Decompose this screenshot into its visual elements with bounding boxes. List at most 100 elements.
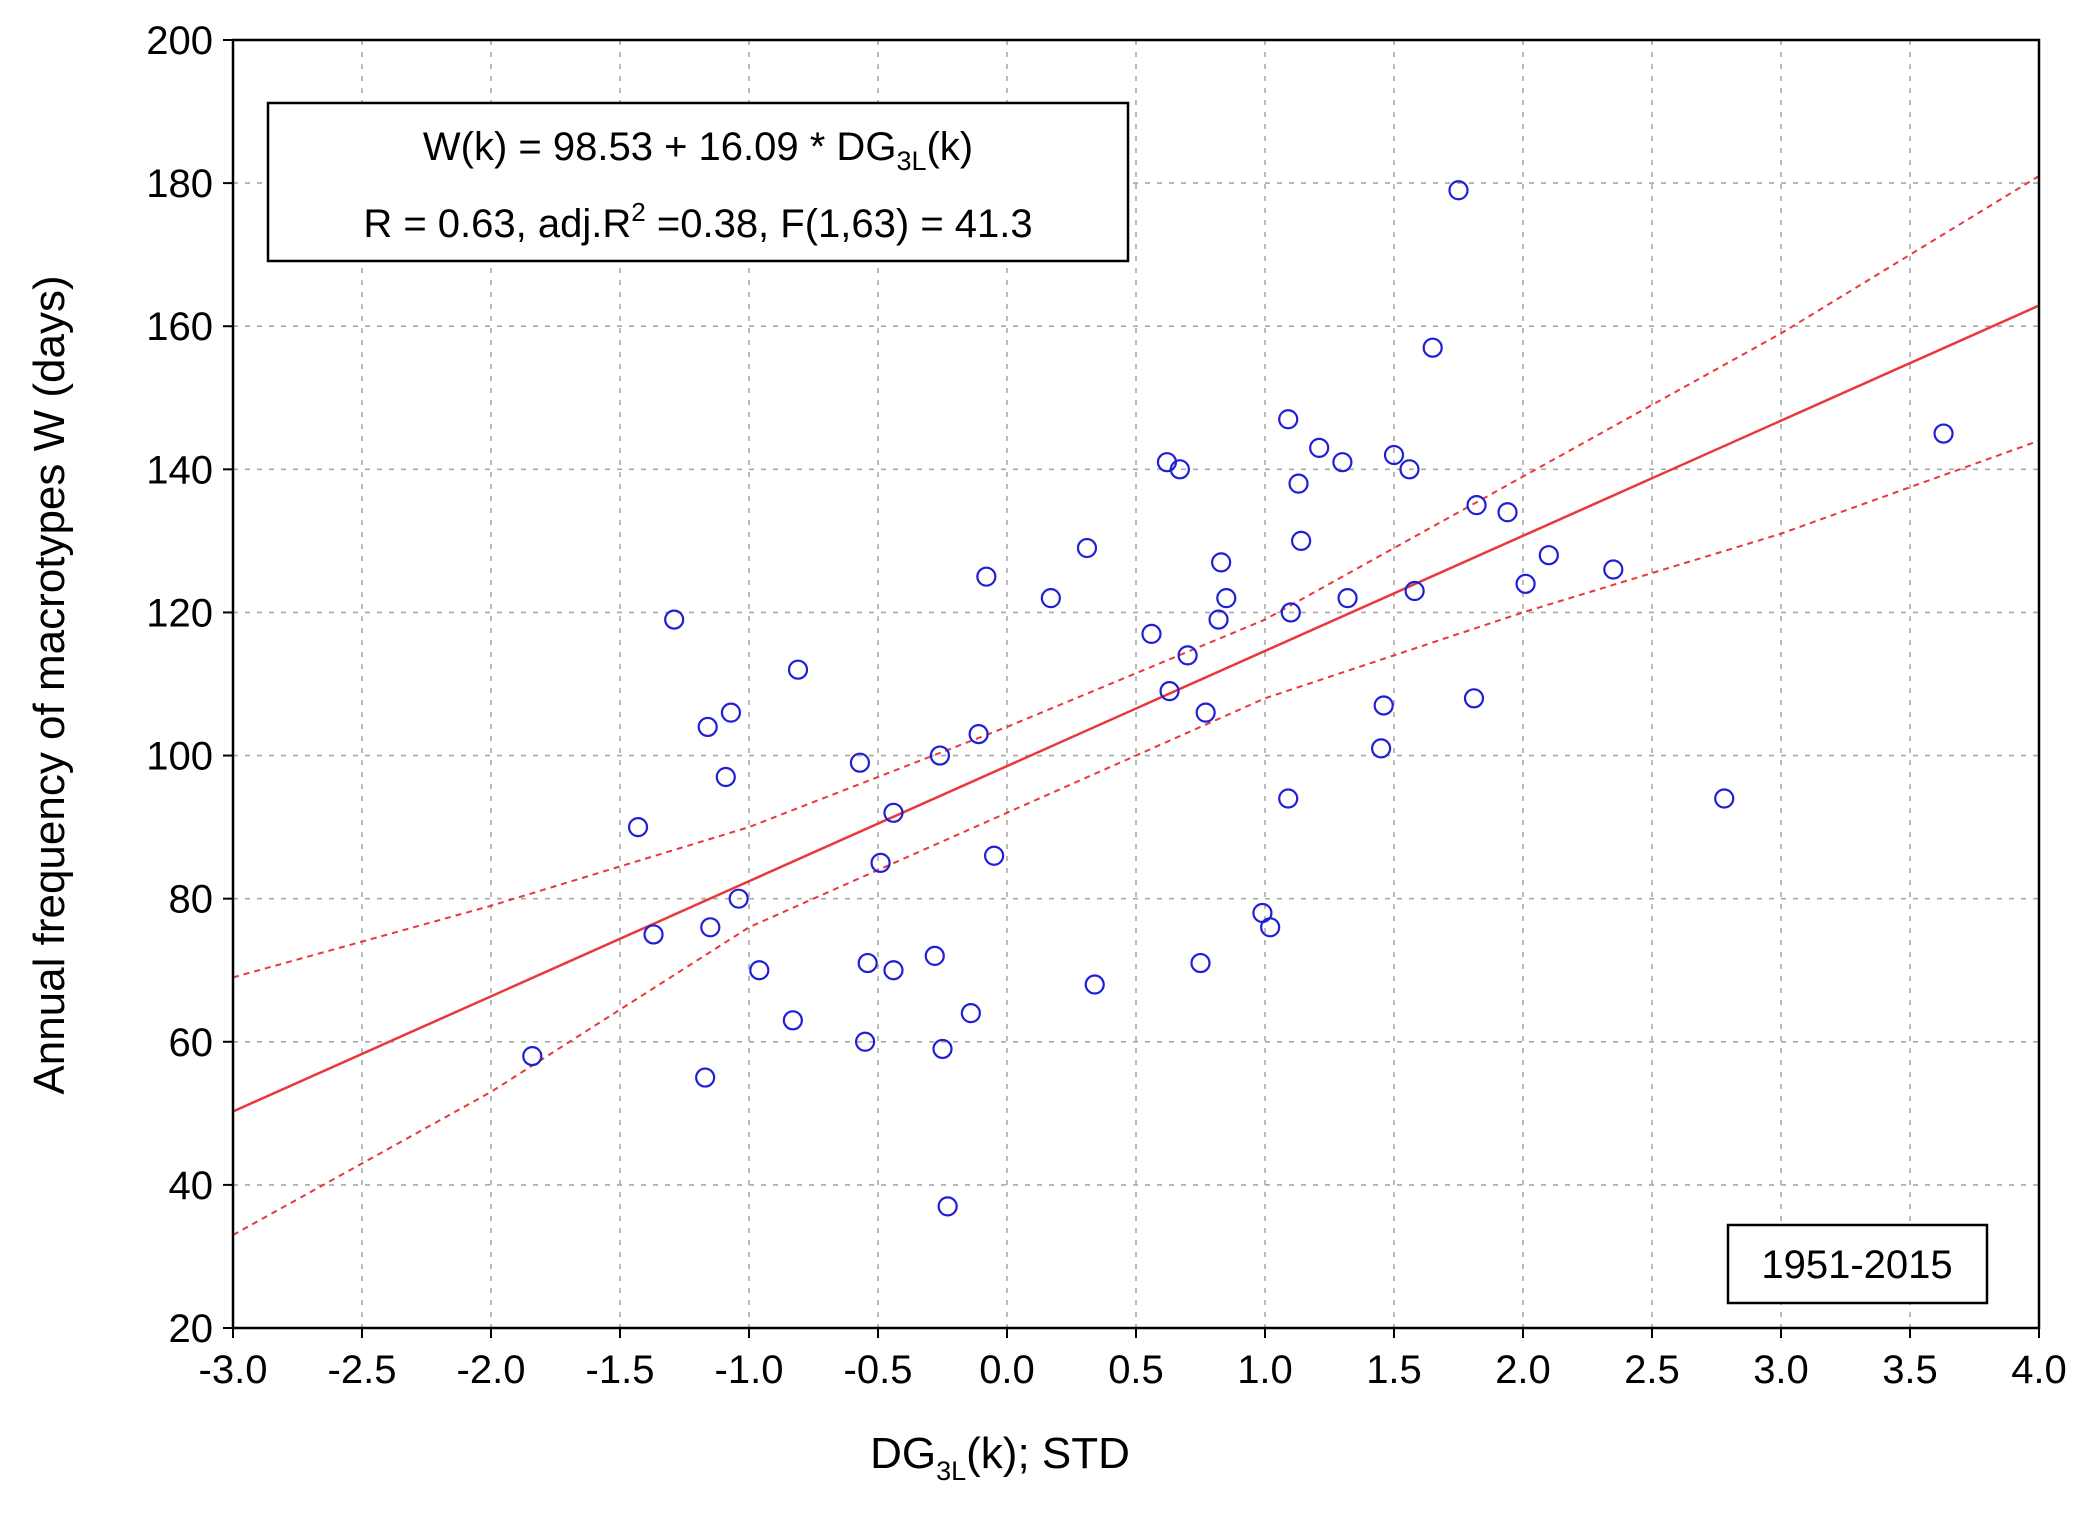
x-tick-label: 0.0 (979, 1348, 1035, 1392)
data-point (857, 952, 878, 974)
stats-part1: R = 0.63, adj.R (363, 202, 631, 246)
data-point (715, 766, 736, 788)
x-tick-label: 4.0 (2011, 1348, 2067, 1392)
data-point (883, 960, 904, 981)
data-point (749, 960, 770, 981)
data-point (1288, 473, 1309, 494)
data-point (1603, 559, 1624, 580)
x-tick-label: 1.0 (1237, 1348, 1293, 1392)
y-axis-title: Annual frequency of macrotypes W (days) (25, 275, 74, 1094)
y-tick-label: 40 (169, 1164, 214, 1208)
x-tick-label: -1.5 (586, 1348, 655, 1392)
data-point (983, 845, 1005, 866)
data-point (1337, 588, 1358, 609)
confidence-upper (232, 175, 2040, 979)
x-tick-label: 1.5 (1366, 1348, 1422, 1392)
y-tick-label: 140 (146, 448, 213, 492)
data-point (1177, 645, 1198, 666)
y-tick-label: 160 (146, 305, 213, 349)
x-tick-label: -2.5 (328, 1348, 397, 1392)
x-tick-label: 3.0 (1753, 1348, 1809, 1392)
data-point (1933, 423, 1954, 444)
equation-sub: 3L (896, 146, 926, 176)
regression-line-group (232, 304, 2040, 1113)
data-point (1332, 452, 1353, 473)
stats-text: R = 0.63, adj.R2 =0.38, F(1,63) = 41.3 (363, 197, 1032, 246)
data-point (728, 888, 749, 909)
data-point (664, 609, 685, 630)
x-axis-title: DG3L(k); STD (870, 1429, 1130, 1486)
x-axis-ticks: -3.0 -2.5 -2.0 -1.5 -1.0 -0.5 0.0 0.5 1.0 1.5 2.0 2… (199, 1328, 2067, 1392)
period-box: 1951-2015 (1726, 1223, 1989, 1305)
data-point (1373, 695, 1394, 716)
equation-box: W(k) = 98.53 + 16.09 * DG3L(k) R = 0.63,… (266, 101, 1130, 263)
data-point (1463, 688, 1485, 709)
data-point (695, 1067, 716, 1088)
regression-line (232, 304, 2040, 1113)
stats-sup: 2 (631, 197, 645, 227)
data-point (883, 802, 904, 823)
y-tick-label: 120 (146, 591, 213, 635)
data-point (870, 852, 891, 873)
data-point (937, 1196, 958, 1217)
data-point (1497, 502, 1518, 523)
x-axis-title-sub: 3L (936, 1456, 966, 1486)
x-tick-label: 2.5 (1624, 1348, 1680, 1392)
y-tick-label: 60 (169, 1021, 214, 1065)
period-box-frame (1726, 1223, 1989, 1305)
equation-text: W(k) = 98.53 + 16.09 * DG3L(k) (423, 125, 973, 176)
data-point (854, 1031, 876, 1052)
x-tick-label: -0.5 (844, 1348, 913, 1392)
data-point (782, 1010, 803, 1031)
x-tick-label: -2.0 (457, 1348, 526, 1392)
data-point (1309, 437, 1330, 458)
x-tick-label: 0.5 (1108, 1348, 1164, 1392)
data-point (1538, 545, 1559, 566)
y-tick-label: 80 (169, 878, 214, 922)
data-point (787, 659, 809, 680)
x-tick-label: -1.0 (715, 1348, 784, 1392)
data-point (1195, 702, 1216, 723)
x-tick-label: 2.0 (1495, 1348, 1551, 1392)
x-axis-title-main: DG (870, 1429, 936, 1478)
y-tick-label: 200 (146, 19, 213, 63)
data-point (976, 566, 997, 587)
data-point (1291, 530, 1312, 551)
data-point (1141, 623, 1162, 645)
data-point (1260, 917, 1281, 938)
data-point (1280, 602, 1301, 623)
data-point (627, 817, 649, 838)
data-point (849, 752, 871, 773)
data-point (1040, 588, 1061, 609)
stats-part2: =0.38, F(1,63) = 41.3 (646, 202, 1033, 246)
y-axis-ticks: 20 40 60 80 100 120 140 160 180 200 (146, 19, 233, 1351)
x-axis-title-rest: (k); STD (966, 1429, 1130, 1478)
data-point (1278, 788, 1299, 809)
data-point (522, 1045, 543, 1067)
data-point (1211, 552, 1232, 573)
data-point (1159, 681, 1180, 702)
data-point (1169, 459, 1190, 480)
data-point (697, 716, 718, 738)
data-point (700, 917, 721, 938)
data-point (924, 945, 945, 967)
y-tick-label: 180 (146, 162, 213, 206)
y-tick-label: 20 (169, 1307, 214, 1351)
data-point (929, 745, 951, 766)
data-point (968, 723, 989, 745)
data-point (720, 702, 742, 723)
data-point (1714, 788, 1735, 809)
data-point (1448, 180, 1469, 201)
data-point (1466, 495, 1487, 516)
data-point (960, 1003, 981, 1024)
x-tick-label: 3.5 (1882, 1348, 1938, 1392)
data-point (1422, 337, 1443, 358)
data-point (1208, 609, 1229, 630)
data-point (1404, 580, 1425, 602)
y-tick-label: 100 (146, 735, 213, 779)
data-point (1190, 952, 1211, 974)
equation-box-frame (266, 101, 1130, 263)
data-point (1515, 573, 1536, 594)
data-point (1278, 409, 1299, 430)
